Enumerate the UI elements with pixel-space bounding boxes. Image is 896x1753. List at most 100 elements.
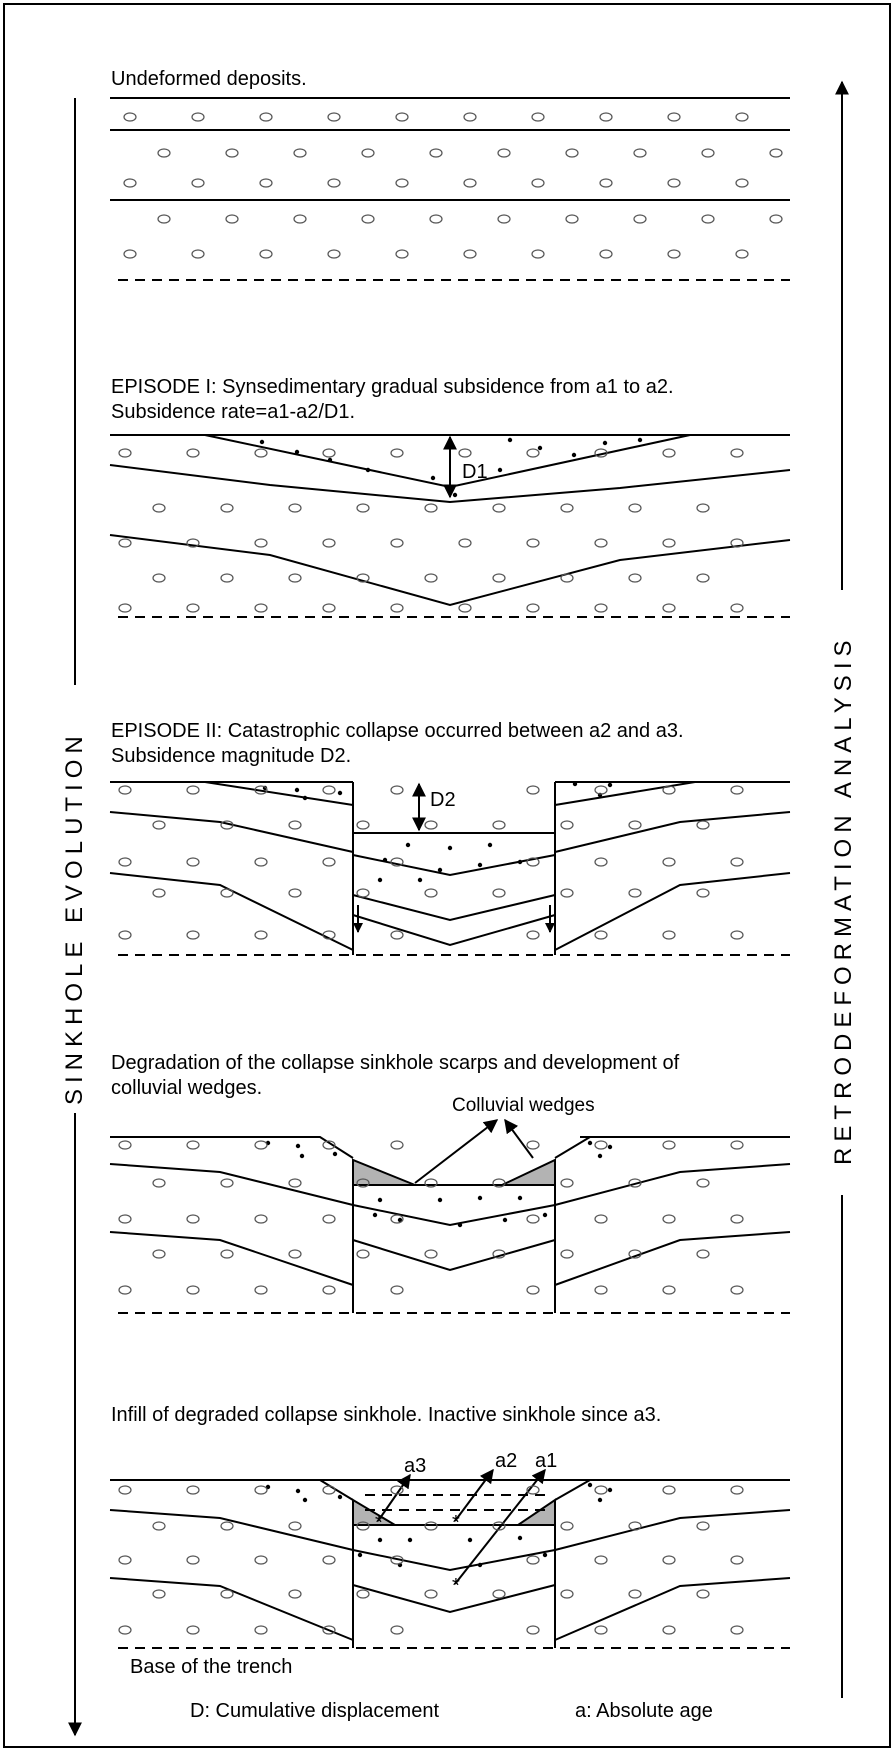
sediment-dot bbox=[602, 440, 608, 446]
stage-episode1-caption2: Subsidence rate=a1-a2/D1. bbox=[111, 401, 355, 423]
sediment-dot bbox=[299, 1153, 305, 1159]
pebble bbox=[322, 930, 336, 940]
left-colluvial-wedge bbox=[352, 1498, 399, 1526]
pebble bbox=[288, 888, 302, 898]
pebble bbox=[662, 1285, 676, 1295]
sediment-dot bbox=[637, 437, 643, 443]
pebble bbox=[560, 1521, 574, 1531]
sediment-dot bbox=[430, 475, 436, 481]
pebble bbox=[560, 1178, 574, 1188]
pebble bbox=[458, 538, 472, 548]
pebble bbox=[628, 503, 642, 513]
pebble bbox=[594, 857, 608, 867]
sediment-dot bbox=[597, 1153, 603, 1159]
pebble bbox=[322, 1214, 336, 1224]
pebble bbox=[186, 785, 200, 795]
pebble bbox=[322, 1555, 336, 1565]
pebble bbox=[730, 1555, 744, 1565]
pebble bbox=[424, 573, 438, 583]
pebble bbox=[565, 214, 579, 224]
pebble bbox=[293, 148, 307, 158]
pebble bbox=[769, 148, 783, 158]
pebble bbox=[186, 1485, 200, 1495]
pebble bbox=[594, 785, 608, 795]
pebble bbox=[628, 820, 642, 830]
pebble bbox=[123, 249, 137, 259]
pebble bbox=[322, 603, 336, 613]
pebble bbox=[560, 573, 574, 583]
left-block-bed bbox=[109, 872, 354, 951]
pebble bbox=[701, 214, 715, 224]
pebble bbox=[662, 603, 676, 613]
pebble bbox=[628, 1249, 642, 1259]
stage-episode2: EPISODE II: Catastrophic collapse occurr… bbox=[109, 720, 791, 956]
pebble bbox=[152, 820, 166, 830]
sediment-dot bbox=[447, 845, 453, 851]
pebble bbox=[424, 888, 438, 898]
sediment-dot bbox=[377, 1197, 383, 1203]
pebble bbox=[327, 112, 341, 122]
pebble bbox=[288, 1178, 302, 1188]
pebble bbox=[254, 1625, 268, 1635]
pebble bbox=[390, 785, 404, 795]
sediment-dot bbox=[542, 1212, 548, 1218]
pebble bbox=[254, 1140, 268, 1150]
pebble bbox=[526, 1555, 540, 1565]
pebble bbox=[594, 448, 608, 458]
pebble bbox=[356, 820, 370, 830]
pebble bbox=[220, 1249, 234, 1259]
sediment-dot bbox=[587, 1140, 593, 1146]
sediment-dot bbox=[405, 842, 411, 848]
right-colluvial-wedge bbox=[514, 1498, 556, 1526]
pebble bbox=[492, 888, 506, 898]
pebble bbox=[526, 930, 540, 940]
pebble bbox=[118, 857, 132, 867]
sediment-dot bbox=[337, 790, 343, 796]
d2-label: D2 bbox=[430, 789, 456, 811]
pebble bbox=[220, 1178, 234, 1188]
pebble bbox=[662, 1625, 676, 1635]
pebble bbox=[458, 603, 472, 613]
pebble bbox=[152, 573, 166, 583]
left-block-bed bbox=[109, 1577, 354, 1641]
pebble bbox=[628, 1178, 642, 1188]
pebble bbox=[288, 1249, 302, 1259]
pebble bbox=[662, 538, 676, 548]
pebble bbox=[594, 1485, 608, 1495]
pebble bbox=[492, 820, 506, 830]
pebble bbox=[390, 1285, 404, 1295]
pebble bbox=[526, 785, 540, 795]
pebble bbox=[220, 1589, 234, 1599]
sediment-dot bbox=[502, 1217, 508, 1223]
collapsed-bed bbox=[352, 914, 556, 947]
pebble bbox=[662, 785, 676, 795]
pebble bbox=[735, 178, 749, 188]
collapsed-bed bbox=[352, 854, 556, 877]
left-axis-label: SINKHOLE EVOLUTION bbox=[61, 730, 88, 1105]
right-block-infill bbox=[554, 1136, 591, 1159]
pebble bbox=[424, 1589, 438, 1599]
pebble bbox=[628, 1521, 642, 1531]
colluvial-wedges-label: Colluvial wedges bbox=[452, 1095, 595, 1116]
collapsed-bed bbox=[352, 1584, 556, 1614]
pebble bbox=[186, 857, 200, 867]
stage-infill-caption: Infill of degraded collapse sinkhole. In… bbox=[111, 1404, 661, 1426]
sediment-dot bbox=[477, 1562, 483, 1568]
pebble bbox=[220, 573, 234, 583]
sediment-dot bbox=[607, 1144, 613, 1150]
right-axis-label: RETRODEFORMATION ANALYSIS bbox=[830, 635, 857, 1166]
pebble bbox=[531, 249, 545, 259]
pebble bbox=[497, 214, 511, 224]
sediment-dot bbox=[357, 1552, 363, 1558]
pebble bbox=[594, 538, 608, 548]
deformed-bed bbox=[109, 534, 791, 607]
pebble bbox=[463, 249, 477, 259]
sediment-dot bbox=[537, 445, 543, 451]
pebble bbox=[220, 1521, 234, 1531]
pebble bbox=[560, 1249, 574, 1259]
left-block-bed bbox=[109, 1509, 354, 1551]
pebble bbox=[526, 603, 540, 613]
pebble bbox=[696, 503, 710, 513]
sediment-dot bbox=[477, 862, 483, 868]
pebble bbox=[186, 1140, 200, 1150]
